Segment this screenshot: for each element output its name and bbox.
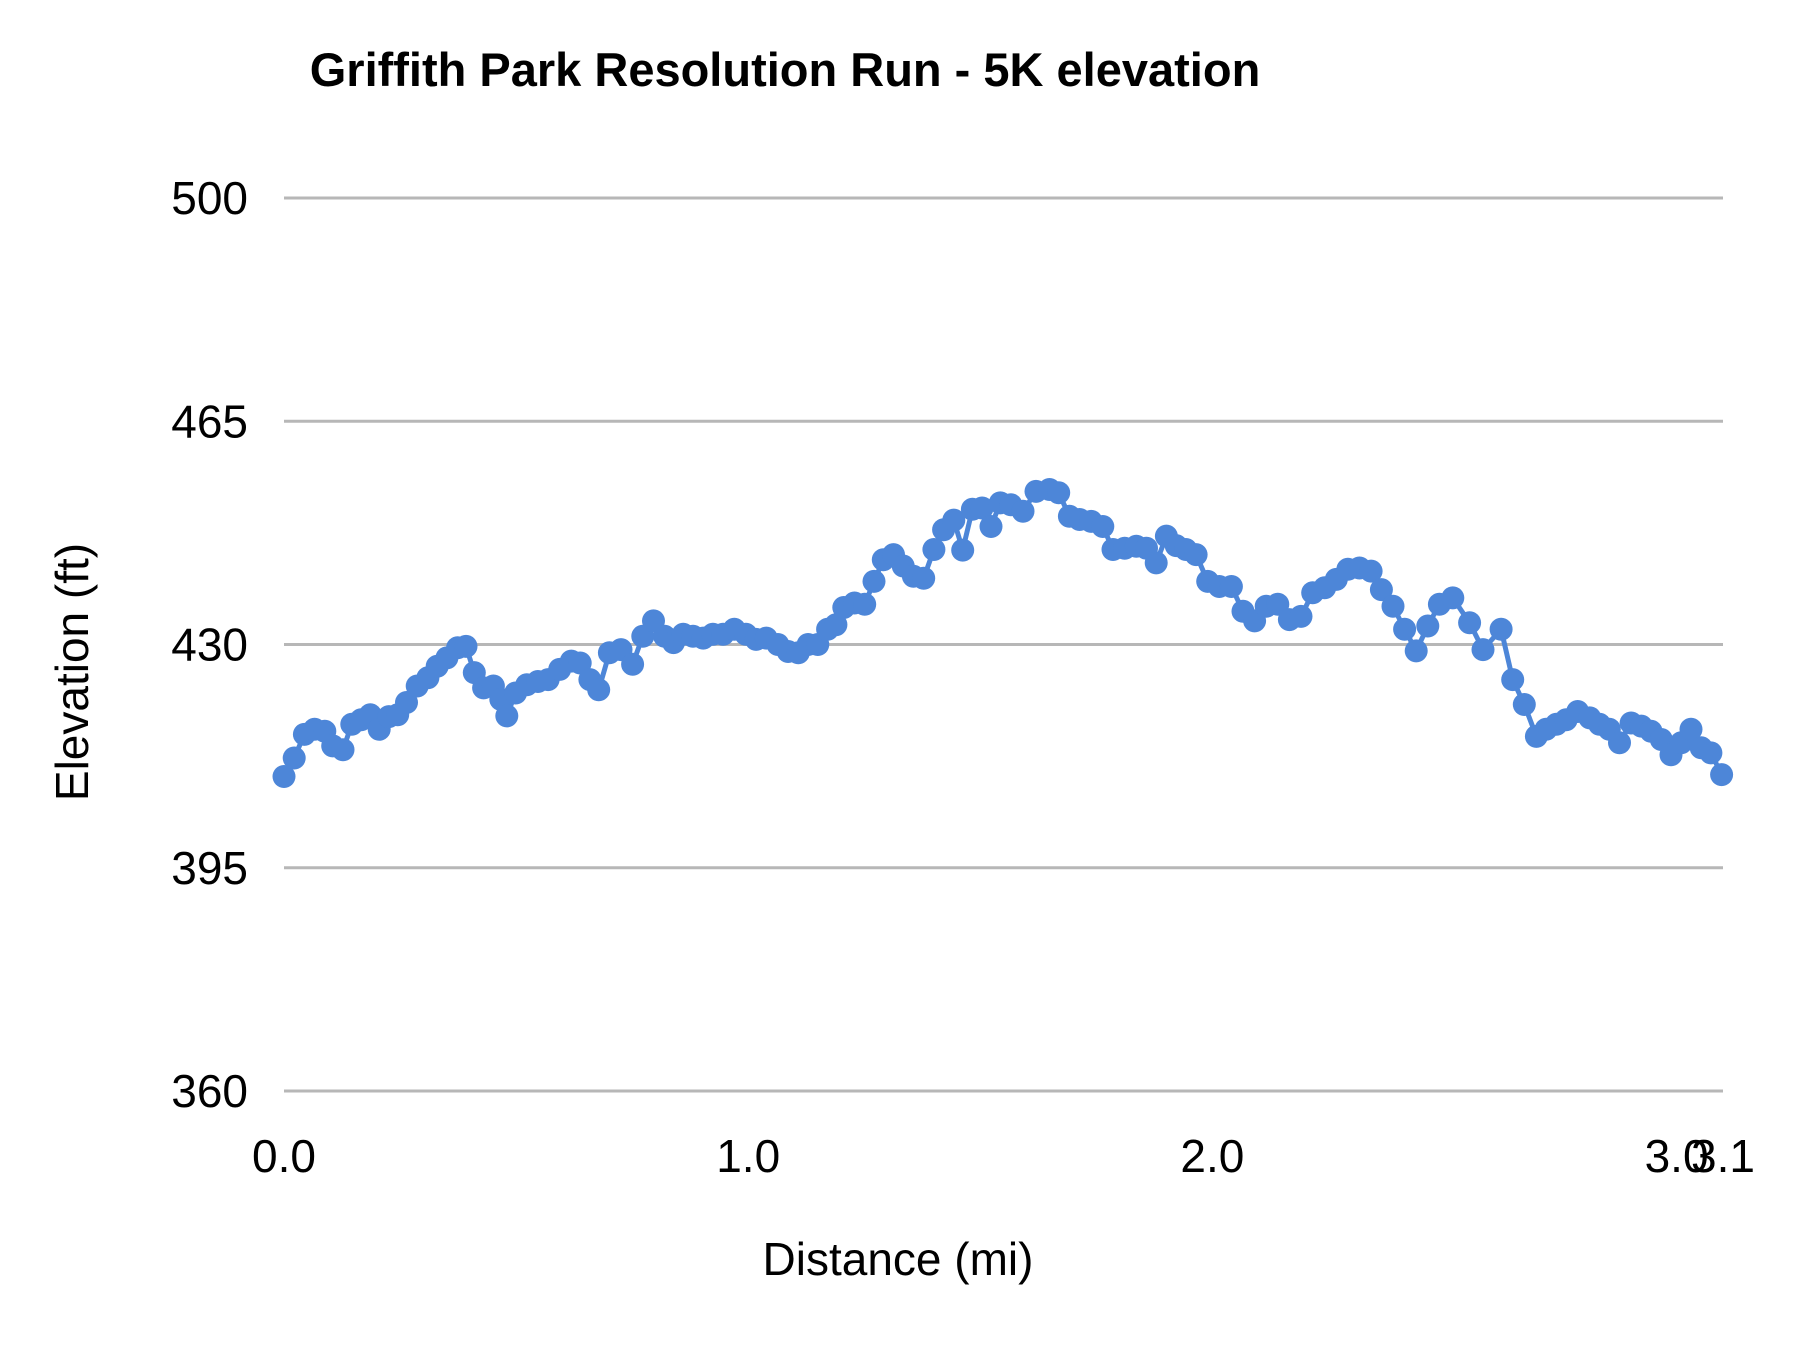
- data-point: [1608, 731, 1631, 755]
- data-point: [282, 746, 306, 770]
- data-point: [1441, 586, 1465, 610]
- data-point: [454, 634, 478, 658]
- data-point: [587, 678, 611, 702]
- y-tick-label: 360: [171, 1065, 248, 1117]
- data-point: [1219, 575, 1243, 598]
- data-point: [1458, 611, 1482, 635]
- data-point: [853, 592, 877, 616]
- data-point: [1404, 639, 1428, 663]
- data-point: [1489, 617, 1513, 641]
- x-tick-label: 1.0: [716, 1130, 780, 1182]
- x-tick-label: 2.0: [1180, 1130, 1244, 1182]
- y-tick-label: 465: [171, 395, 248, 447]
- data-point: [912, 566, 936, 590]
- data-point: [568, 651, 592, 675]
- data-point: [272, 765, 296, 788]
- data-point: [1699, 741, 1723, 765]
- data-point: [395, 691, 418, 714]
- y-tick-label: 430: [171, 619, 248, 671]
- data-point: [1471, 638, 1495, 662]
- data-point: [824, 613, 848, 637]
- x-tick-label: 3.0: [1645, 1130, 1709, 1182]
- y-tick-label: 395: [171, 842, 248, 894]
- x-axis-title: Distance (mi): [762, 1233, 1034, 1285]
- data-point: [495, 704, 519, 728]
- data-point: [1091, 515, 1115, 538]
- x-tick-label: 3.1: [1691, 1130, 1755, 1182]
- chart-title: Griffith Park Resolution Run - 5K elevat…: [309, 43, 1261, 96]
- data-point: [979, 515, 1003, 538]
- data-point: [1393, 617, 1417, 641]
- data-point: [1416, 614, 1440, 638]
- data-point: [970, 496, 994, 520]
- data-point: [1289, 604, 1313, 628]
- data-point: [1679, 717, 1703, 741]
- y-tick-label: 500: [171, 172, 248, 224]
- data-point: [331, 738, 355, 762]
- data-point: [951, 538, 975, 562]
- data-point: [1710, 763, 1734, 787]
- data-point: [1011, 499, 1035, 523]
- data-point: [942, 508, 966, 532]
- data-point: [1144, 551, 1168, 575]
- y-axis-title: Elevation (ft): [46, 542, 98, 802]
- data-point: [922, 538, 946, 561]
- data-point: [621, 652, 645, 676]
- data-point: [862, 569, 886, 593]
- data-point: [1047, 481, 1071, 505]
- data-point: [1369, 578, 1393, 602]
- data-point: [1359, 559, 1383, 583]
- x-tick-label: 0.0: [252, 1130, 316, 1182]
- data-point: [1381, 594, 1405, 618]
- data-point: [1512, 693, 1536, 716]
- data-point: [1184, 543, 1208, 567]
- data-point: [1501, 668, 1525, 692]
